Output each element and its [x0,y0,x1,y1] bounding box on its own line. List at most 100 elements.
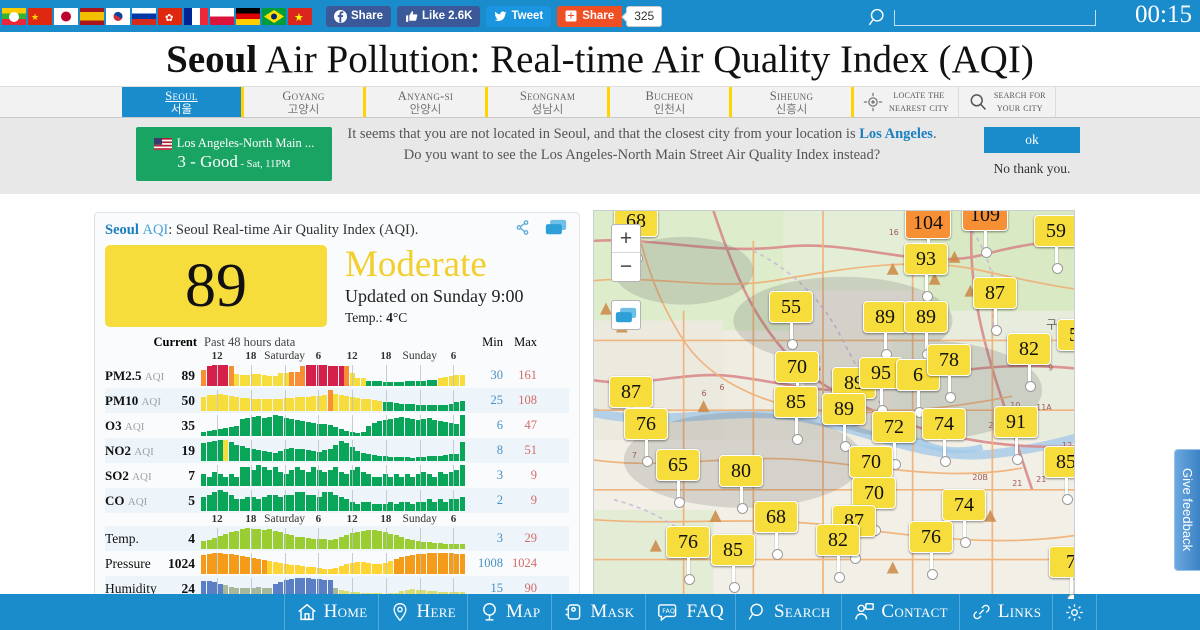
give-feedback-tab[interactable]: Give feedback [1174,449,1200,571]
city-tab-goyang[interactable]: Goyang 고양시 [244,87,366,117]
pollutant-row[interactable]: NO2 AQI 19 8 51 [105,438,569,463]
map-aqi-marker[interactable]: 59 [1034,215,1074,274]
nav-item-faq[interactable]: FAQ FAQ [645,594,735,630]
map-aqi-marker[interactable]: 55 [769,291,813,350]
pollutant-row[interactable]: O3 AQI 35 6 47 [105,413,569,438]
svg-text:★: ★ [31,12,39,22]
map-aqi-marker[interactable]: 82 [1007,333,1051,392]
map-aqi-marker[interactable]: 91 [994,406,1038,465]
map-aqi-marker[interactable]: 87 [973,277,1017,336]
ok-button[interactable]: ok [984,127,1080,153]
city-tab-seoul[interactable]: Seoul 서울 [122,87,244,117]
flag-russia[interactable] [132,7,156,25]
flag-hong-kong[interactable]: ✿ [158,7,182,25]
flag-south-korea[interactable] [106,7,130,25]
flag-germany[interactable] [236,7,260,25]
pollutant-row[interactable]: PM10 AQI 50 25 108 [105,388,569,413]
map-aqi-marker[interactable]: 76 [624,408,668,467]
city-tab-bucheon[interactable]: Bucheon 인천시 [610,87,732,117]
map-aqi-marker[interactable]: 85 [1044,446,1074,505]
map-aqi-marker[interactable]: 80 [719,455,763,514]
language-flags[interactable]: ★ ✿ ★ [0,3,312,29]
nav-item-here[interactable]: Here [378,594,466,630]
pollutant-row[interactable]: CO AQI 5 2 9 [105,488,569,513]
map-aqi-marker[interactable]: 7 [1049,546,1074,599]
more-share-button[interactable]: Share [557,5,623,27]
map-aqi-marker[interactable]: 95 [859,357,903,416]
map-aqi-marker[interactable]: 89 [863,301,907,360]
flag-japan[interactable] [54,7,78,25]
city-tab-seongnam[interactable]: Seongnam 성남시 [488,87,610,117]
nav-item-mask[interactable]: Mask [551,594,645,630]
no-thank-you-button[interactable]: No thank you. [993,161,1071,176]
map-aqi-marker-value: 55 [769,291,813,323]
pollutant-row[interactable]: PM2.5 AQI 89 30 161 [105,363,569,388]
flag-china[interactable]: ★ [28,7,52,25]
search-your-city[interactable]: search for your city [959,87,1056,117]
map-aqi-marker[interactable]: 57 [1057,319,1074,373]
pollutant-row[interactable]: SO2 AQI 7 3 9 [105,463,569,488]
map-aqi-marker[interactable]: 74 [922,408,966,467]
top-search[interactable] [868,3,1096,29]
tweet-button[interactable]: Tweet [486,5,552,27]
sparkline-bar [289,494,294,511]
facebook-share-button[interactable]: Share [326,5,391,27]
share-network-icon[interactable] [514,219,531,236]
map-aqi-marker[interactable]: 70 [775,351,819,410]
sparkline-bar [426,553,432,574]
map-aqi-marker[interactable]: 76 [909,521,953,580]
map-aqi-marker[interactable]: 76 [666,526,710,585]
pollutant-name-text: PM10 [105,392,139,408]
nav-item-contact[interactable]: Contact [841,594,958,630]
nav-item-search[interactable]: Search [734,594,841,630]
map-aqi-marker[interactable]: 89 [822,393,866,452]
map-aqi-marker[interactable]: 70 [849,446,893,505]
sparkline-bar [278,416,283,436]
map-aqi-marker[interactable]: 85 [774,386,818,445]
sparkline-bar [283,474,289,486]
sparkline-bar [305,396,311,411]
map-aqi-marker[interactable]: 74 [942,489,986,548]
geo-notice-city-link[interactable]: Los Angeles [859,126,933,142]
nearest-station-card[interactable]: Los Angeles-North Main ... 3 - Good - Sa… [136,127,332,181]
map-aqi-marker[interactable]: 72 [872,411,916,470]
sparkline-bar [272,584,278,599]
map-aqi-marker[interactable]: 82 [816,524,860,583]
sparkline-bar [212,553,217,574]
map-aqi-marker[interactable]: 78 [927,344,971,403]
map-aqi-marker[interactable]: 109 [962,211,1008,258]
city-tab-anyang-si[interactable]: Anyang-si 안양시 [366,87,488,117]
nav-item-map[interactable]: Map [466,594,551,630]
flag-spain[interactable] [80,7,104,25]
city-tab-siheung[interactable]: Siheung 신흥시 [732,87,854,117]
map-aqi-marker[interactable]: 93 [904,243,948,302]
zoom-out-button[interactable]: − [619,255,633,278]
flag-vietnam[interactable]: ★ [288,7,312,25]
pollutant-row[interactable]: Pressure 1024 1008 1024 [105,551,569,576]
nav-item-links[interactable]: Links [958,594,1052,630]
map-aqi-marker[interactable]: 89 [904,301,948,360]
flag-poland[interactable] [210,7,234,25]
flag-france[interactable] [184,7,208,25]
layers-icon[interactable] [545,219,567,236]
pollutant-row[interactable]: Temp. 4 3 29 [105,526,569,551]
map-aqi-marker[interactable]: 65 [656,449,700,508]
facebook-like-button[interactable]: Like 2.6K [396,5,481,27]
map-aqi-marker[interactable]: 68 [754,501,798,560]
sparkline-bar [239,419,245,436]
zoom-in-button[interactable]: + [612,225,640,253]
nav-item-home[interactable]: Home [283,594,379,630]
sparkline-bar [212,394,217,411]
map-layers-button[interactable] [611,300,641,330]
flag-brazil[interactable] [262,7,286,25]
sparkline-bar [371,381,377,386]
bottom-nav: Home Here Map Mask FAQ FAQ Search Contact Links [0,594,1200,630]
nav-item-settings[interactable] [1052,594,1098,630]
flag-myanmar[interactable] [2,7,26,25]
top-search-input[interactable] [894,10,1096,26]
sparkline-bar [448,422,454,436]
map-aqi-marker[interactable]: 87 [609,376,653,435]
map-aqi-marker[interactable]: 85 [711,534,755,593]
locate-nearest-city[interactable]: locate the nearest city [854,87,959,117]
